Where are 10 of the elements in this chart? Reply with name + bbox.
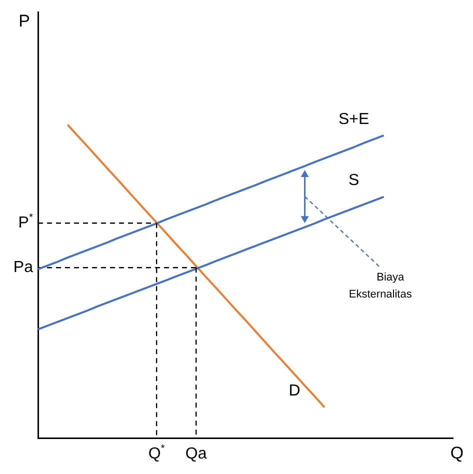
text: Qa (185, 445, 207, 462)
annotation: Biaya Eksternalitas (348, 272, 412, 301)
series-label: S+E (338, 110, 370, 128)
text: P (18, 12, 30, 31)
text: Pa (13, 259, 34, 276)
series-label: D (288, 382, 300, 400)
text: Q (450, 444, 464, 463)
series-label: S (348, 172, 360, 190)
text: P* (18, 212, 34, 232)
text: Q* (148, 443, 165, 462)
